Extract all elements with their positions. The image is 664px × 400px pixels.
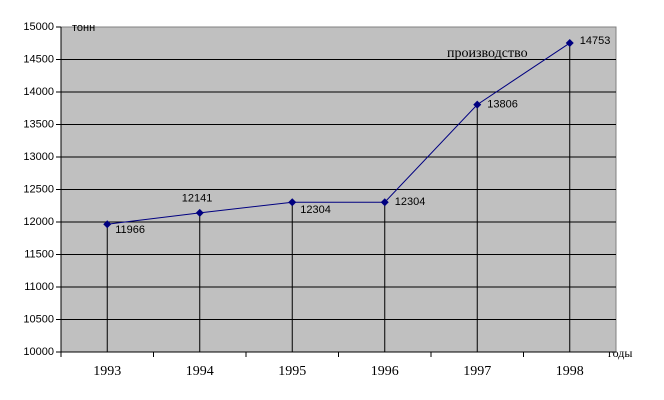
data-label: 12304 [395, 196, 426, 208]
y-tick-label: 12500 [23, 183, 54, 195]
y-tick-label: 13500 [23, 118, 54, 130]
marker [380, 198, 389, 207]
x-tick-label: 1995 [278, 364, 306, 379]
marker [103, 220, 112, 229]
y-tick-label: 14500 [23, 53, 54, 65]
marker [473, 100, 482, 109]
marker [195, 208, 204, 217]
x-axis-label: годы [608, 346, 632, 360]
y-tick-label: 15000 [23, 21, 54, 33]
y-tick-label: 10500 [23, 313, 54, 325]
x-tick-label: 1996 [371, 364, 399, 379]
y-tick-label: 10000 [23, 346, 54, 358]
marker [565, 39, 574, 48]
x-tick-label: 1998 [556, 364, 584, 379]
marker [288, 198, 297, 207]
data-label: 13806 [487, 99, 518, 111]
y-tick-label: 14000 [23, 86, 54, 98]
data-label: 14753 [580, 35, 611, 47]
data-label: 11966 [115, 224, 145, 236]
y-tick-label: 13000 [23, 151, 54, 163]
y-tick-label: 12000 [23, 216, 54, 228]
y-axis-label: тонн [72, 22, 95, 34]
series-line [107, 42, 571, 225]
data-label: 12141 [182, 193, 213, 205]
data-label: 12304 [300, 204, 331, 216]
x-tick-label: 1997 [463, 364, 491, 379]
y-tick-label: 11000 [24, 281, 54, 293]
y-tick-label: 11500 [24, 248, 54, 260]
series-name: производство [447, 46, 528, 61]
x-tick-label: 1994 [186, 364, 214, 379]
x-tick-label: 1993 [93, 364, 121, 379]
